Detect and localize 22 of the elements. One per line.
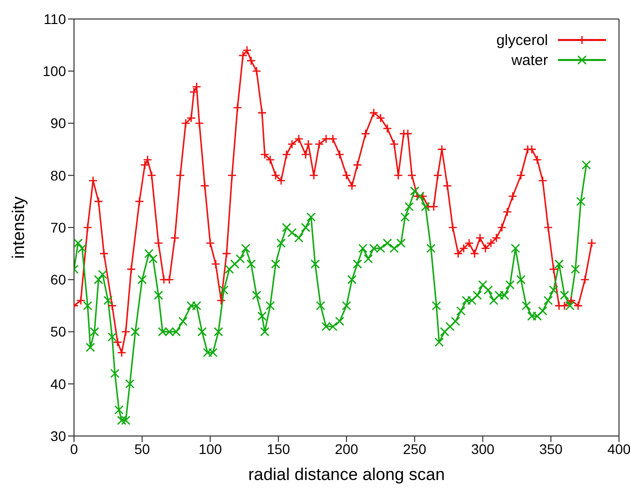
y-tick-label: 90: [50, 115, 66, 132]
x-tick-label: 300: [471, 440, 495, 457]
x-tick-label: 0: [70, 440, 78, 457]
y-tick-label: 50: [50, 324, 66, 340]
y-tick-label: 100: [42, 63, 66, 80]
x-tick-label: 100: [198, 440, 222, 457]
y-tick-label: 70: [50, 219, 66, 236]
legend-label: glycerol: [496, 32, 548, 48]
x-tick-label: 250: [402, 440, 427, 457]
y-tick-label: 80: [50, 167, 66, 184]
y-axis-title: intensity: [9, 196, 28, 259]
x-tick-label: 50: [134, 440, 150, 457]
y-tick-label: 60: [50, 272, 66, 288]
x-tick-label: 150: [266, 440, 290, 457]
x-tick-label: 350: [539, 440, 563, 457]
y-tick-label: 110: [44, 10, 66, 27]
legend-label: water: [511, 52, 548, 68]
x-tick-label: 200: [334, 440, 358, 457]
x-axis-title: radial distance along scan: [248, 465, 445, 484]
x-tick-label: 400: [607, 440, 630, 457]
y-tick-label: 40: [50, 376, 66, 392]
y-tick-label: 30: [50, 428, 66, 444]
